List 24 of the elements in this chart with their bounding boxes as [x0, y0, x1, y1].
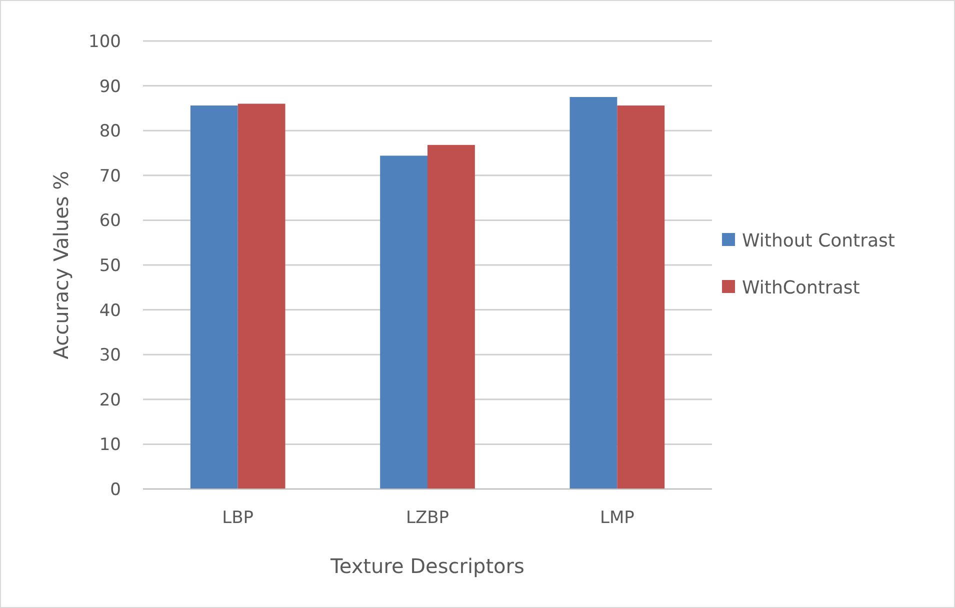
- y-tick-label: 30: [99, 346, 121, 366]
- y-tick-label: 80: [99, 122, 121, 142]
- y-tick-label: 100: [88, 32, 121, 52]
- x-tick-label: LMP: [600, 508, 634, 528]
- legend-label: WithContrast: [742, 277, 860, 298]
- y-tick-label: 90: [99, 76, 121, 97]
- bar: [428, 144, 475, 489]
- bar: [190, 106, 238, 489]
- bar: [617, 106, 665, 489]
- bar: [238, 104, 286, 489]
- y-tick-label: 10: [99, 435, 121, 456]
- x-axis-title: Texture Descriptors: [330, 554, 524, 578]
- y-axis-title: Accuracy Values %: [49, 170, 73, 360]
- y-tick-label: 70: [99, 166, 121, 186]
- y-tick-label: 50: [99, 256, 121, 276]
- y-tick-label: 20: [99, 390, 121, 410]
- y-tick-label: 0: [110, 480, 121, 500]
- y-tick-label: 60: [99, 211, 121, 232]
- x-tick-label: LZBP: [406, 508, 450, 528]
- x-tick-label: LBP: [222, 508, 254, 528]
- legend-label: Without Contrast: [742, 230, 895, 252]
- bar: [570, 97, 618, 489]
- y-tick-label: 40: [99, 300, 121, 321]
- bar: [380, 156, 428, 489]
